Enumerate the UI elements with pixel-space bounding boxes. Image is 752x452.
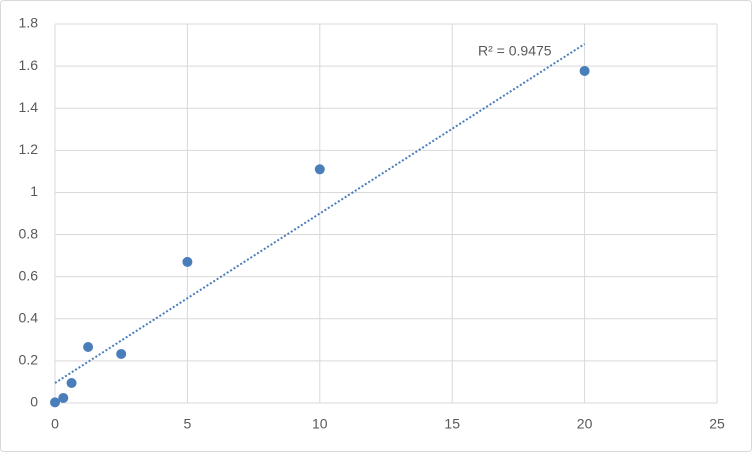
data-point (116, 348, 127, 359)
data-point (83, 341, 94, 352)
annotation: R² = 0.9475 (478, 43, 552, 59)
x-tick-label: 25 (709, 416, 725, 432)
data-point (182, 256, 193, 267)
x-tick-label: 0 (51, 416, 59, 432)
data-point (50, 397, 60, 408)
y-tick-label: 0.4 (19, 309, 39, 325)
y-tick-label: 1 (30, 183, 38, 199)
x-tick-label: 5 (184, 416, 192, 432)
data-point (58, 392, 69, 403)
y-tick-label: 0.8 (19, 225, 39, 241)
data-point (314, 164, 325, 175)
data-point (66, 377, 77, 388)
y-tick-label: 0 (30, 394, 38, 410)
x-tick-label: 15 (444, 416, 460, 432)
x-tick-label: 10 (312, 416, 328, 432)
y-tick-label: 1.2 (19, 141, 39, 157)
y-tick-label: 0.2 (19, 352, 39, 368)
y-tick-label: 1.6 (19, 57, 39, 73)
y-tick-label: 1.4 (19, 99, 39, 115)
y-tick-label: 0.6 (19, 267, 39, 283)
y-tick-label: 1.8 (19, 15, 39, 31)
trendline (54, 43, 586, 384)
data-point (579, 65, 590, 76)
x-tick-label: 20 (577, 416, 593, 432)
